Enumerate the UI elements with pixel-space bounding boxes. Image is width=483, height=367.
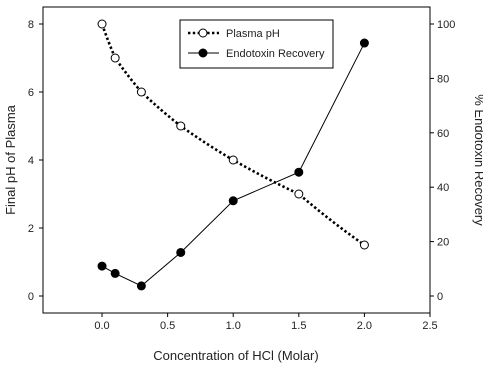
x-tick-label: 2.0	[357, 320, 372, 332]
y-right-tick-label: 100	[437, 19, 455, 31]
legend-marker-plasma-ph	[198, 28, 208, 38]
y-left-tick-label: 2	[28, 223, 34, 235]
data-point-endotoxin-recovery	[294, 167, 304, 177]
data-point-endotoxin-recovery	[110, 268, 120, 278]
data-point-plasma-ph	[176, 121, 186, 131]
data-point-endotoxin-recovery	[228, 196, 238, 206]
y-left-tick-label: 0	[28, 291, 34, 303]
x-axis-label: Concentration of HCl (Molar)	[153, 348, 318, 363]
x-tick-label: 2.5	[422, 320, 437, 332]
legend-label-plasma-ph: Plasma pH	[226, 28, 280, 40]
y-right-tick-label: 60	[437, 128, 449, 140]
y-right-tick-label: 40	[437, 182, 449, 194]
legend: Plasma pH Endotoxin Recovery	[179, 19, 334, 69]
x-tick-label: 0.0	[94, 320, 109, 332]
x-tick-label: 1.5	[291, 320, 306, 332]
data-point-plasma-ph	[294, 189, 304, 199]
legend-box	[179, 19, 334, 69]
y-axis-left-label: Final pH of Plasma	[3, 104, 18, 215]
x-tick-label: 1.0	[226, 320, 241, 332]
data-point-plasma-ph	[228, 155, 238, 165]
x-axis-ticks: 0.0 0.5 1.0 1.5 2.0 2.5	[94, 313, 438, 332]
y-axis-right-ticks: 0 20 40 60 80 100	[430, 19, 455, 303]
y-right-tick-label: 80	[437, 73, 449, 85]
data-point-endotoxin-recovery	[136, 281, 146, 291]
y-left-tick-label: 6	[28, 87, 34, 99]
legend-marker-endotoxin-recovery	[198, 48, 208, 58]
data-point-endotoxin-recovery	[97, 261, 107, 271]
y-left-tick-label: 4	[28, 155, 34, 167]
data-point-endotoxin-recovery	[176, 247, 186, 257]
y-axis-right-label: % Endotoxin Recovery	[472, 94, 483, 226]
x-tick-label: 0.5	[160, 320, 175, 332]
data-point-plasma-ph	[110, 53, 120, 63]
data-point-plasma-ph	[359, 240, 369, 250]
y-axis-left-ticks: 0 2 4 6 8	[28, 19, 43, 303]
y-right-tick-label: 0	[437, 291, 443, 303]
series-layer	[97, 19, 369, 291]
legend-label-endotoxin-recovery: Endotoxin Recovery	[226, 48, 325, 60]
y-left-tick-label: 8	[28, 19, 34, 31]
data-point-plasma-ph	[136, 87, 146, 97]
data-point-plasma-ph	[97, 19, 107, 29]
data-point-endotoxin-recovery	[359, 38, 369, 48]
y-right-tick-label: 20	[437, 237, 449, 249]
